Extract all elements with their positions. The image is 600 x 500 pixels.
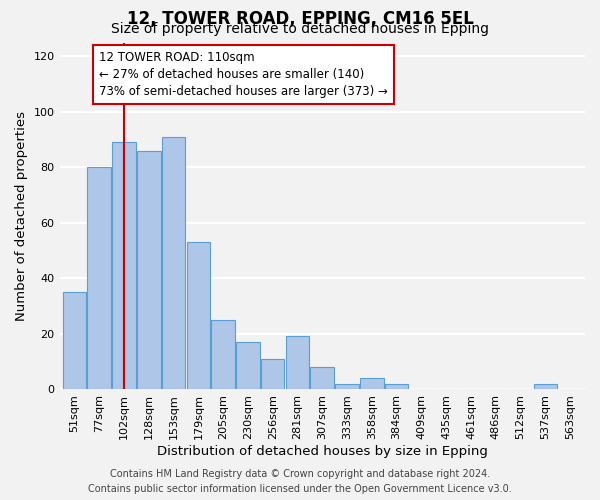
- Bar: [533, 384, 557, 389]
- Bar: [62, 292, 86, 389]
- Bar: [385, 384, 409, 389]
- Bar: [112, 142, 136, 389]
- Bar: [211, 320, 235, 389]
- Text: Contains HM Land Registry data © Crown copyright and database right 2024.
Contai: Contains HM Land Registry data © Crown c…: [88, 469, 512, 494]
- Bar: [236, 342, 260, 389]
- Text: 12, TOWER ROAD, EPPING, CM16 5EL: 12, TOWER ROAD, EPPING, CM16 5EL: [127, 10, 473, 28]
- Bar: [162, 137, 185, 389]
- Bar: [261, 358, 284, 389]
- Bar: [137, 150, 161, 389]
- Bar: [335, 384, 359, 389]
- Y-axis label: Number of detached properties: Number of detached properties: [15, 111, 28, 321]
- Bar: [187, 242, 210, 389]
- Text: 12 TOWER ROAD: 110sqm
← 27% of detached houses are smaller (140)
73% of semi-det: 12 TOWER ROAD: 110sqm ← 27% of detached …: [99, 51, 388, 98]
- X-axis label: Distribution of detached houses by size in Epping: Distribution of detached houses by size …: [157, 444, 488, 458]
- Bar: [88, 168, 111, 389]
- Text: Size of property relative to detached houses in Epping: Size of property relative to detached ho…: [111, 22, 489, 36]
- Bar: [310, 367, 334, 389]
- Bar: [286, 336, 309, 389]
- Bar: [360, 378, 383, 389]
